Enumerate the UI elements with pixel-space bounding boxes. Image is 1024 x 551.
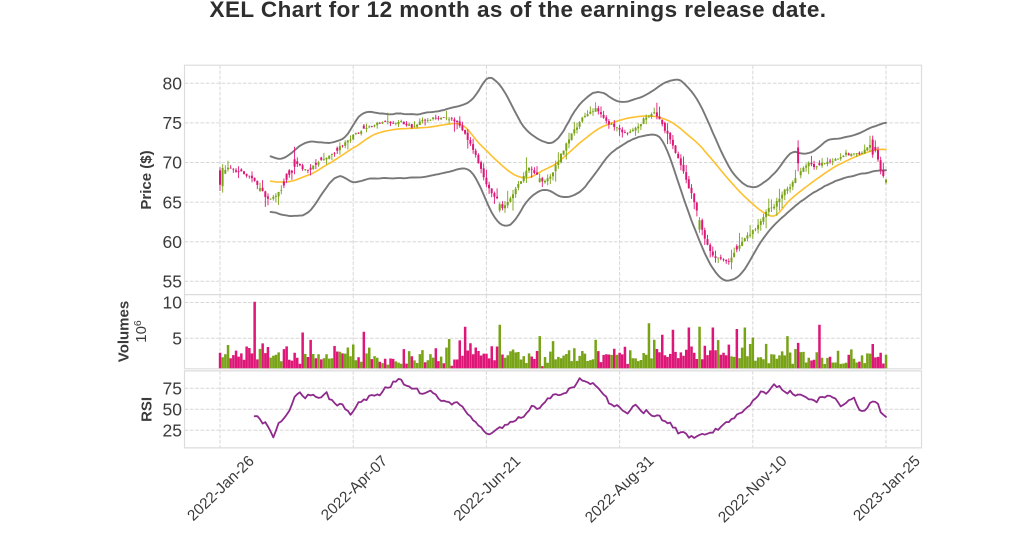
svg-text:65: 65 [163,192,182,212]
svg-text:80: 80 [163,74,183,94]
svg-text:Price ($): Price ($) [138,150,155,209]
svg-text:55: 55 [163,272,182,292]
svg-text:75: 75 [163,113,182,133]
svg-text:XEL Chart for 12 month as of t: XEL Chart for 12 month as of the earning… [209,0,826,22]
svg-text:25: 25 [163,420,182,440]
svg-text:60: 60 [163,232,183,252]
svg-text:75: 75 [163,378,182,398]
svg-text:50: 50 [163,399,183,419]
svg-text:RSI: RSI [139,397,156,422]
svg-text:Volumes: Volumes [116,301,133,362]
svg-text:5: 5 [172,329,182,349]
svg-text:70: 70 [163,153,183,173]
svg-text:10: 10 [163,293,183,313]
